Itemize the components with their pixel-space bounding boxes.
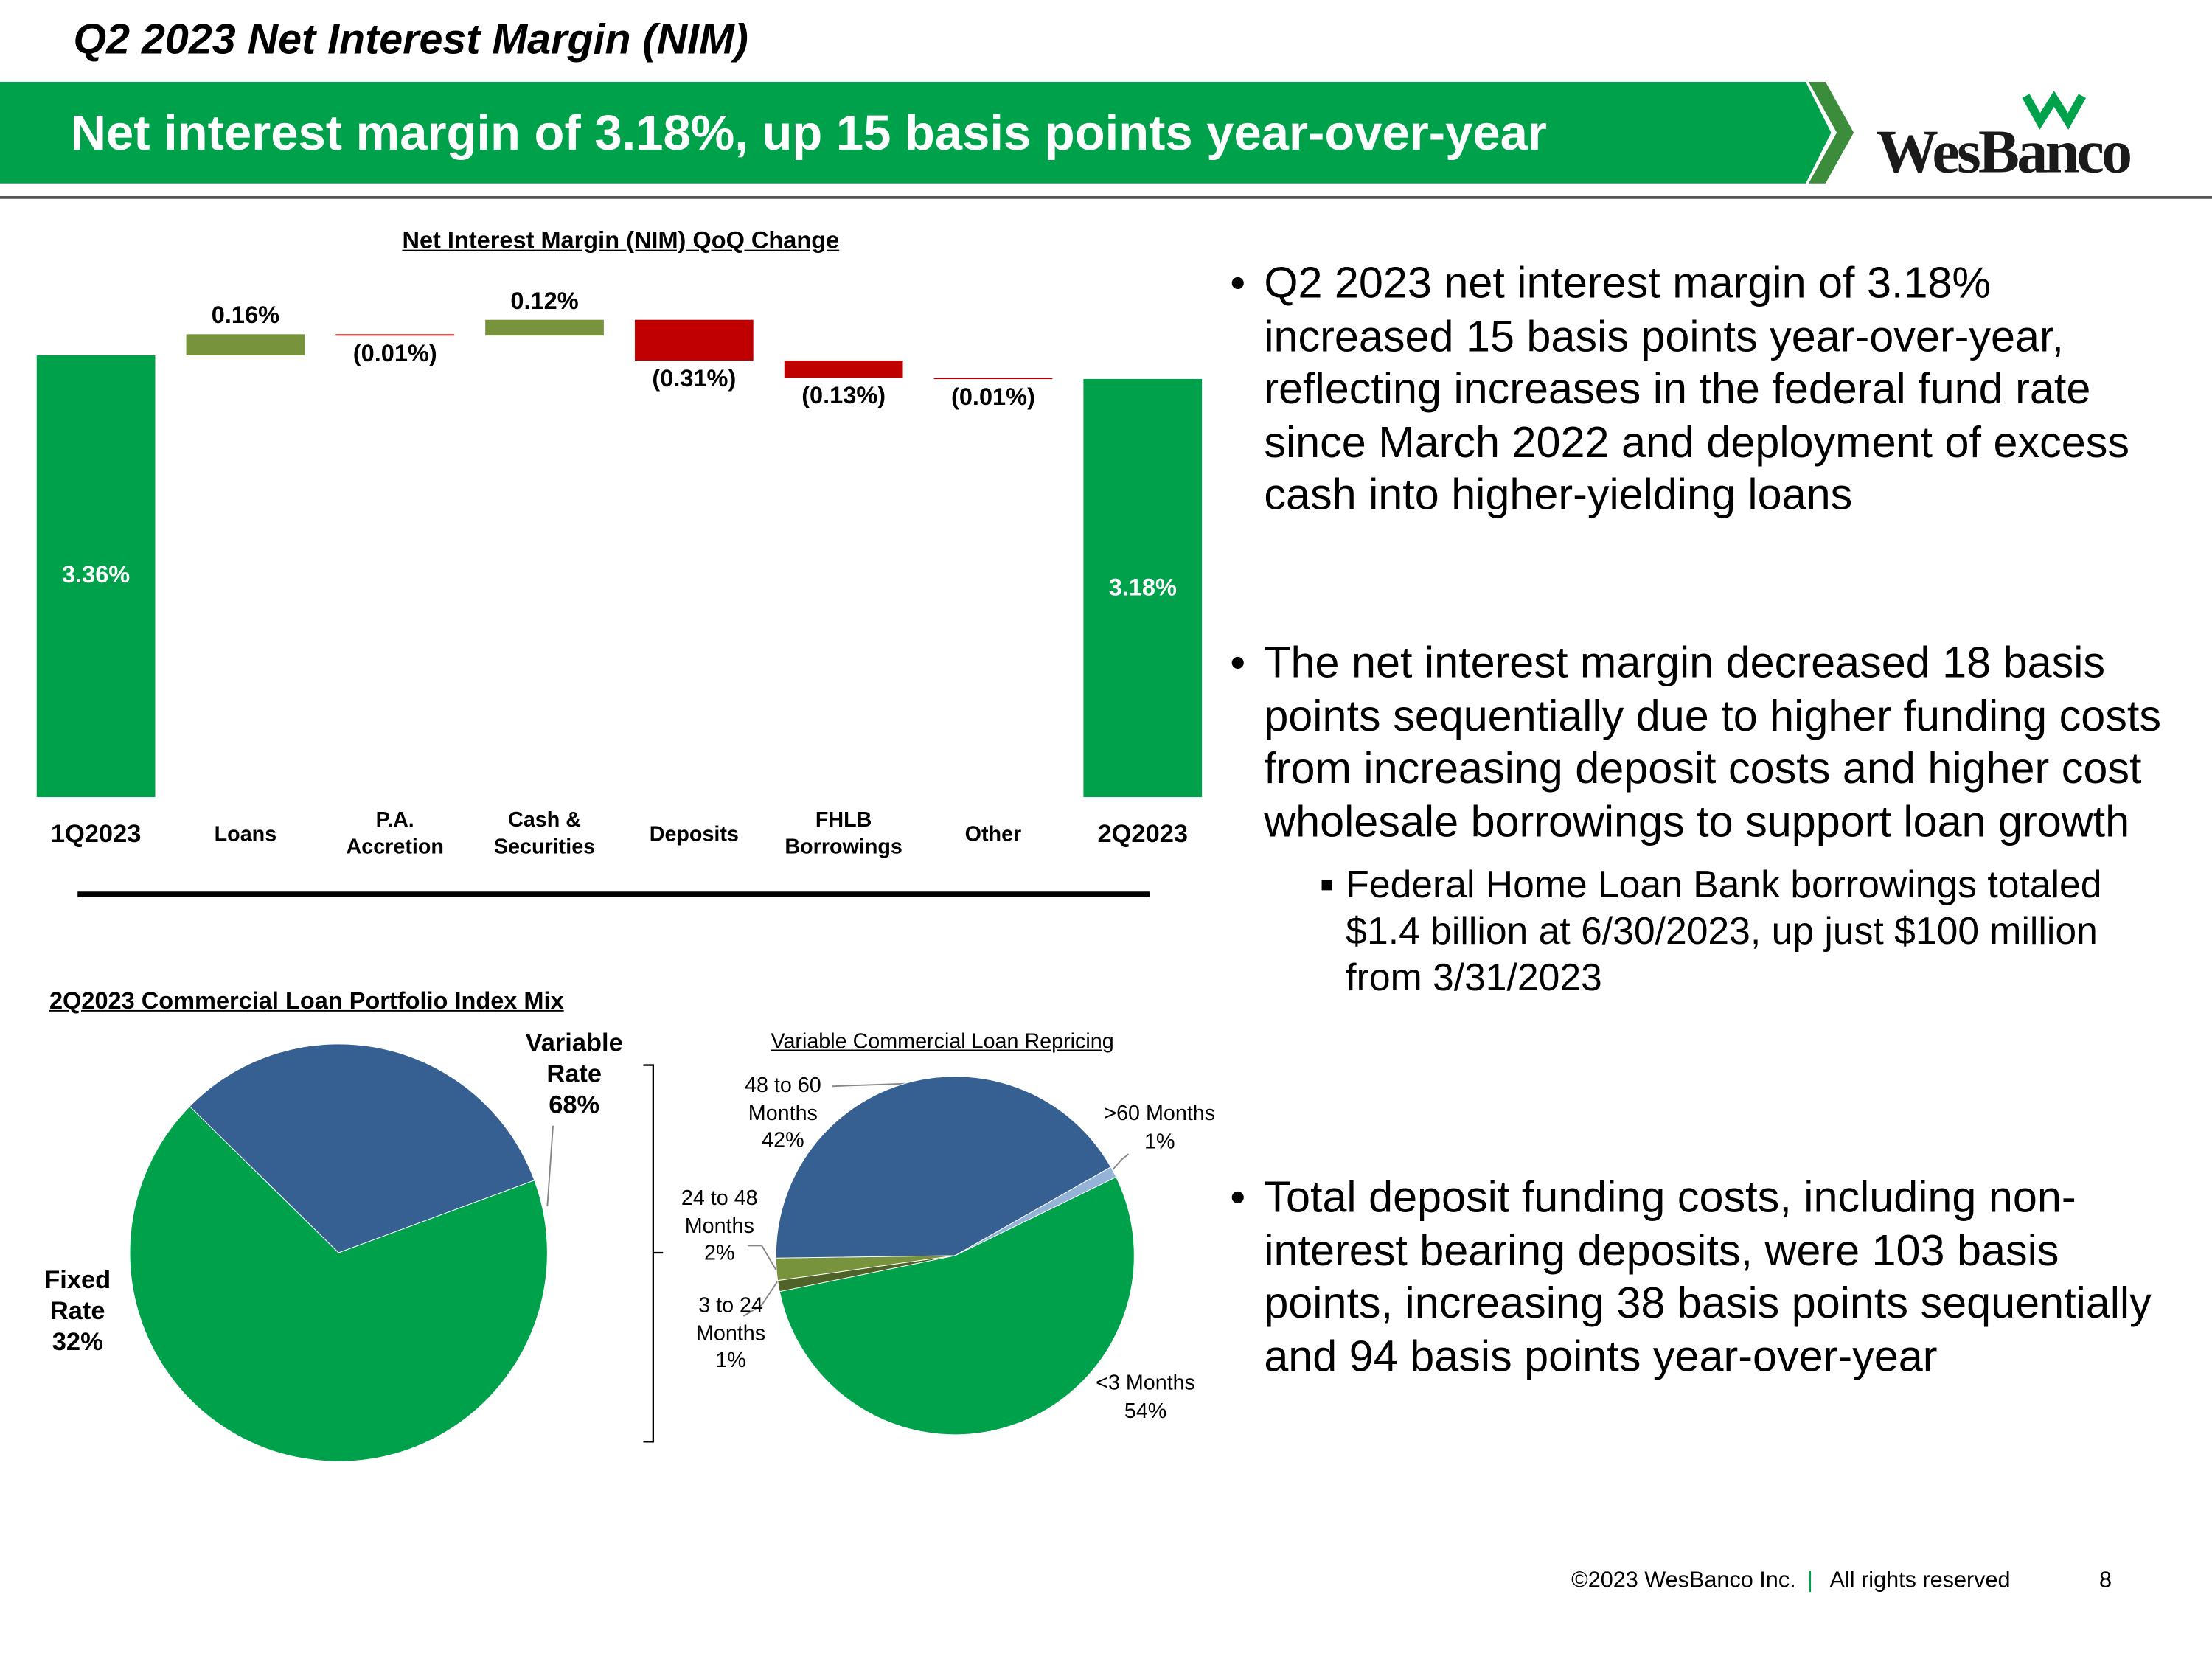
- banner: [0, 81, 1832, 184]
- chart-title: Net Interest Margin (NIM) QoQ Change: [402, 227, 840, 254]
- x-tick-label: Cash & Securities: [493, 808, 596, 860]
- slice-name: >60 Months: [1104, 1102, 1216, 1126]
- value-label: 0.16%: [211, 302, 280, 329]
- slice-value: 42%: [762, 1128, 804, 1153]
- logo: WesBanco: [1876, 116, 2132, 187]
- bracket: [643, 1064, 655, 1443]
- slice-label: 3 to 24 Months 1%: [681, 1293, 780, 1375]
- logo-icon: [2022, 91, 2087, 130]
- bar: [634, 319, 754, 361]
- pie-slice: [955, 1166, 1117, 1256]
- slice-label: 48 to 60 Months 42%: [726, 1072, 839, 1155]
- bar: [335, 334, 455, 336]
- x-tick-label: P.A. Accretion: [346, 808, 444, 860]
- slice-name: <3 Months: [1096, 1371, 1196, 1396]
- slice-value: 2%: [704, 1241, 735, 1266]
- slice-label: Fixed Rate 32%: [35, 1264, 120, 1357]
- pie-slice: [129, 1105, 548, 1462]
- slice-label: <3 Months 54%: [1075, 1370, 1216, 1425]
- slice-label: 24 to 48 Months 2%: [670, 1185, 769, 1267]
- bullet: Q2 2023 net interest margin of 3.18% inc…: [1230, 257, 2178, 521]
- x-tick-label: Other: [964, 821, 1022, 846]
- chart-title: Variable Commercial Loan Repricing: [771, 1029, 1114, 1054]
- bar: [784, 360, 903, 378]
- slice-value: 1%: [715, 1349, 746, 1373]
- slice-label: >60 Months 1%: [1089, 1100, 1230, 1155]
- slice-value: 1%: [1144, 1129, 1175, 1154]
- leader-line: [1110, 1153, 1130, 1172]
- slice-value: 54%: [1124, 1399, 1167, 1423]
- value-label: (0.01%): [352, 339, 437, 367]
- footer-rights: All rights reserved: [1829, 1568, 2011, 1593]
- footer-copyright: ©2023 WesBanco Inc.: [1571, 1568, 1796, 1593]
- slide-title: Q2 2023 Net Interest Margin (NIM): [73, 16, 748, 64]
- x-tick-label: 1Q2023: [50, 818, 142, 847]
- pie-slice: [189, 1043, 535, 1253]
- x-tick-label: Loans: [214, 821, 277, 846]
- leader-line: [832, 1082, 911, 1088]
- bullet-text: Q2 2023 net interest margin of 3.18% inc…: [1264, 258, 2130, 520]
- bullet-text: Total deposit funding costs, including n…: [1264, 1172, 2152, 1381]
- slice-name: 24 to 48 Months: [681, 1186, 758, 1238]
- bar: [485, 319, 604, 336]
- bullet: Total deposit funding costs, including n…: [1230, 1171, 2178, 1382]
- x-tick-label: Deposits: [649, 821, 739, 846]
- value-label: 0.12%: [510, 287, 579, 315]
- x-tick-label: 2Q2023: [1097, 818, 1189, 847]
- slice-name: 48 to 60 Months: [745, 1074, 821, 1125]
- x-tick-label: FHLB Borrowings: [785, 808, 902, 860]
- value-label: (0.01%): [951, 383, 1035, 411]
- pie-slice: [775, 1076, 1112, 1259]
- bar: [186, 334, 305, 355]
- chart-title: 2Q2023 Commercial Loan Portfolio Index M…: [49, 987, 564, 1015]
- leader-line: [546, 1125, 554, 1206]
- value-label: 3.36%: [61, 562, 131, 589]
- slice-name: 3 to 24 Months: [696, 1293, 766, 1346]
- banner-text: Net interest margin of 3.18%, up 15 basi…: [70, 105, 1547, 161]
- bullet: The net interest margin decreased 18 bas…: [1230, 636, 2178, 1002]
- leader-line: [748, 1245, 777, 1270]
- bar: [933, 378, 1053, 380]
- leader-line: [742, 1279, 779, 1317]
- bullet-text: The net interest margin decreased 18 bas…: [1264, 637, 2162, 846]
- slice-name: Fixed Rate: [44, 1265, 111, 1325]
- slice-value: 32%: [52, 1327, 103, 1356]
- pie-slice: [779, 1176, 1135, 1436]
- bar: [1083, 378, 1203, 798]
- slice-value: 68%: [549, 1090, 600, 1119]
- bar: [36, 355, 156, 798]
- page-number: 8: [2098, 1568, 2112, 1593]
- slice-label: Variable Rate 68%: [511, 1027, 638, 1120]
- value-label: (0.13%): [801, 381, 886, 409]
- value-label: 3.18%: [1108, 574, 1177, 601]
- sub-bullet: Federal Home Loan Bank borrowings totale…: [1230, 862, 2178, 1001]
- footer-separator: |: [1806, 1568, 1813, 1593]
- slice-name: Variable Rate: [525, 1028, 623, 1088]
- value-label: (0.31%): [652, 364, 737, 392]
- banner-chevron: [1808, 81, 1854, 184]
